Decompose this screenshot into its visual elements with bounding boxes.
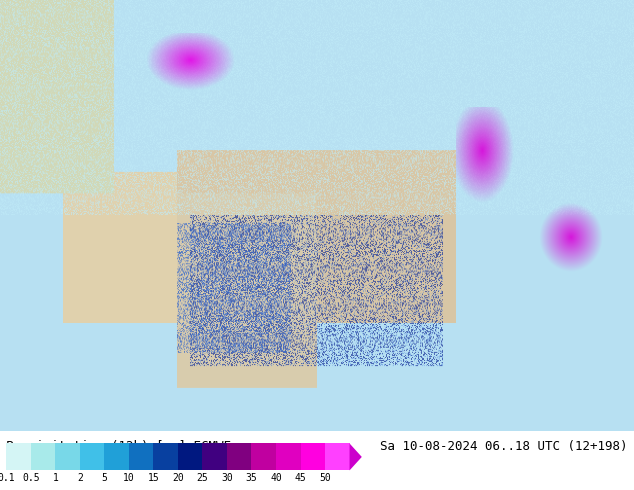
Bar	[202, 443, 227, 470]
Text: 35: 35	[245, 473, 257, 483]
Bar	[325, 443, 349, 470]
Bar	[178, 443, 202, 470]
Bar	[105, 443, 129, 470]
Bar	[6, 443, 31, 470]
Bar	[252, 443, 276, 470]
Text: 0.5: 0.5	[22, 473, 40, 483]
Bar	[153, 443, 178, 470]
Bar	[55, 443, 80, 470]
Text: Precipitation (12h) [mm] ECMWF: Precipitation (12h) [mm] ECMWF	[6, 440, 231, 453]
Text: 1: 1	[53, 473, 58, 483]
Text: 10: 10	[123, 473, 135, 483]
Text: 2: 2	[77, 473, 83, 483]
Text: 0.1: 0.1	[0, 473, 15, 483]
Bar	[31, 443, 55, 470]
Bar	[301, 443, 325, 470]
Text: 25: 25	[197, 473, 209, 483]
Bar	[80, 443, 105, 470]
Text: 20: 20	[172, 473, 184, 483]
Bar	[227, 443, 252, 470]
Text: 5: 5	[101, 473, 107, 483]
Text: 30: 30	[221, 473, 233, 483]
Bar	[276, 443, 301, 470]
Polygon shape	[349, 443, 362, 470]
Text: 50: 50	[319, 473, 331, 483]
Text: 15: 15	[148, 473, 159, 483]
Text: 40: 40	[270, 473, 282, 483]
Text: Sa 10-08-2024 06..18 UTC (12+198): Sa 10-08-2024 06..18 UTC (12+198)	[380, 440, 628, 453]
Text: 45: 45	[295, 473, 306, 483]
Bar	[129, 443, 153, 470]
